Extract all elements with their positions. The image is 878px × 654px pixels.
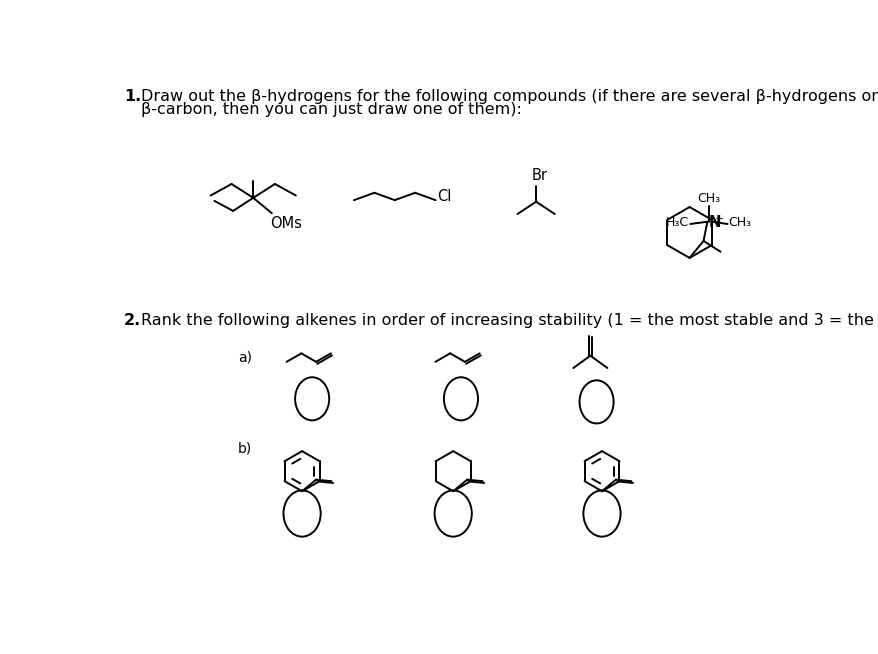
Text: OMs: OMs — [270, 216, 302, 232]
Text: 1.: 1. — [124, 89, 140, 104]
Text: Cl: Cl — [436, 189, 451, 204]
Text: CH₃: CH₃ — [696, 192, 720, 205]
Text: a): a) — [237, 351, 251, 364]
Text: b): b) — [237, 442, 251, 456]
Text: Draw out the β-hydrogens for the following compounds (if there are several β-hyd: Draw out the β-hydrogens for the followi… — [140, 89, 878, 104]
Text: Rank the following alkenes in order of increasing stability (1 = the most stable: Rank the following alkenes in order of i… — [140, 313, 878, 328]
Text: H₃C: H₃C — [665, 216, 688, 229]
Text: Br: Br — [531, 168, 547, 183]
Text: +: + — [714, 215, 723, 224]
Text: N: N — [708, 215, 720, 230]
Text: 2.: 2. — [124, 313, 140, 328]
Text: CH₃: CH₃ — [728, 216, 751, 229]
Text: β-carbon, then you can just draw one of them):: β-carbon, then you can just draw one of … — [140, 101, 522, 116]
